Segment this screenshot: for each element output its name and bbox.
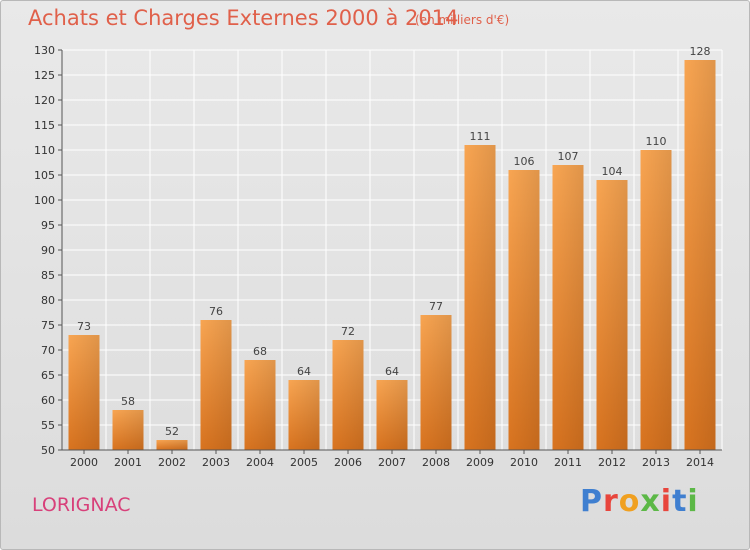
data-label: 77 xyxy=(429,300,443,313)
x-tick-label: 2001 xyxy=(114,456,142,469)
data-label: 68 xyxy=(253,345,267,358)
bar-shade xyxy=(112,410,144,450)
bar-shade xyxy=(288,380,320,450)
data-label: 73 xyxy=(77,320,91,333)
bar-shade xyxy=(156,440,188,450)
y-tick-label: 75 xyxy=(41,319,55,332)
x-tick-label: 2007 xyxy=(378,456,406,469)
data-label: 52 xyxy=(165,425,179,438)
axes: 50 55 60 65 70 75 80 85 90 95 100 105 110 115 120 125 13… xyxy=(34,44,722,469)
y-tick-label: 95 xyxy=(41,219,55,232)
y-tick-label: 110 xyxy=(34,144,55,157)
bar-shade xyxy=(684,60,716,450)
data-labels: 73 58 52 76 68 64 72 64 77 111 106 107 104 110 128 xyxy=(77,45,711,438)
x-tick-label: 2012 xyxy=(598,456,626,469)
y-tick-label: 70 xyxy=(41,344,55,357)
bar-shade xyxy=(552,165,584,450)
proxiti-logo: Proxiti xyxy=(580,484,699,519)
x-tick-label: 2013 xyxy=(642,456,670,469)
y-tick-label: 65 xyxy=(41,369,55,382)
bar-shade xyxy=(376,380,408,450)
bar-shade xyxy=(508,170,540,450)
chart-subtitle: (en milliers d'€) xyxy=(415,13,510,27)
y-tick-label: 130 xyxy=(34,44,55,57)
y-tick-label: 125 xyxy=(34,69,55,82)
logo-letter: i xyxy=(660,484,673,519)
bar-shade xyxy=(596,180,628,450)
x-tick-label: 2008 xyxy=(422,456,450,469)
bar-shade xyxy=(640,150,672,450)
logo-letter: r xyxy=(603,484,619,519)
x-tick-label: 2004 xyxy=(246,456,274,469)
y-tick-label: 60 xyxy=(41,394,55,407)
logo-letter: x xyxy=(640,484,661,519)
data-label: 64 xyxy=(297,365,311,378)
x-tick-label: 2006 xyxy=(334,456,362,469)
x-tick-label: 2011 xyxy=(554,456,582,469)
y-tick-label: 105 xyxy=(34,169,55,182)
data-label: 107 xyxy=(558,150,579,163)
x-tick-label: 2003 xyxy=(202,456,230,469)
logo-letter: o xyxy=(618,484,641,519)
data-label: 110 xyxy=(646,135,667,148)
y-tick-label: 90 xyxy=(41,244,55,257)
data-label: 104 xyxy=(602,165,623,178)
x-tick-label: 2005 xyxy=(290,456,318,469)
y-tick-label: 85 xyxy=(41,269,55,282)
x-tick-label: 2014 xyxy=(686,456,714,469)
y-tick-label: 50 xyxy=(41,444,55,457)
logo-letter: t xyxy=(672,484,688,519)
data-label: 111 xyxy=(470,130,491,143)
chart-title: Achats et Charges Externes 2000 à 2014 xyxy=(28,6,459,30)
data-label: 128 xyxy=(690,45,711,58)
bar-shade xyxy=(332,340,364,450)
y-tick-label: 55 xyxy=(41,419,55,432)
y-tick-label: 100 xyxy=(34,194,55,207)
x-tick-label: 2009 xyxy=(466,456,494,469)
x-tick-label: 2002 xyxy=(158,456,186,469)
x-tick-label: 2010 xyxy=(510,456,538,469)
x-tick-label: 2000 xyxy=(70,456,98,469)
bars xyxy=(68,60,716,450)
bar-shade xyxy=(68,335,100,450)
bar-shade xyxy=(420,315,452,450)
bar-shade xyxy=(464,145,496,450)
y-tick-label: 115 xyxy=(34,119,55,132)
place-name: LORIGNAC xyxy=(32,494,131,516)
data-label: 106 xyxy=(514,155,535,168)
data-label: 76 xyxy=(209,305,223,318)
bar-shade xyxy=(200,320,232,450)
data-label: 72 xyxy=(341,325,355,338)
logo-letter: i xyxy=(687,484,699,519)
data-label: 58 xyxy=(121,395,135,408)
y-tick-label: 80 xyxy=(41,294,55,307)
y-tick-label: 120 xyxy=(34,94,55,107)
bar-shade xyxy=(244,360,276,450)
logo-letter: P xyxy=(580,484,603,519)
data-label: 64 xyxy=(385,365,399,378)
